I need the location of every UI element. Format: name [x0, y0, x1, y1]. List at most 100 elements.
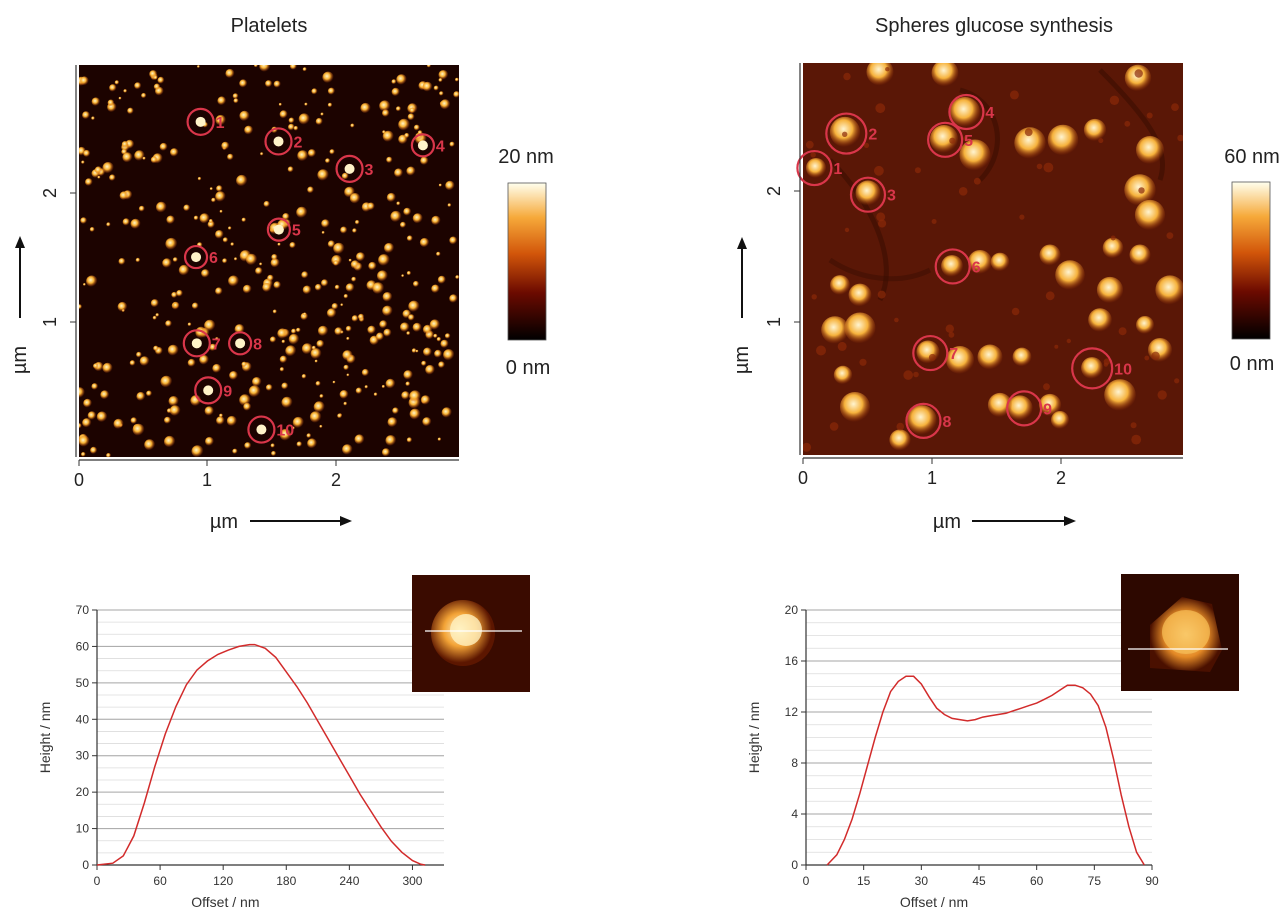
afm-grain: [170, 148, 179, 157]
platelets-colorbar-max: 20 nm: [498, 146, 554, 168]
afm-grain: [433, 333, 438, 339]
afm-grain: [842, 131, 848, 137]
afm-grain: [117, 301, 128, 312]
afm-grain: [361, 368, 370, 377]
afm-grain: [398, 134, 408, 145]
afm-grain: [87, 411, 97, 420]
afm-grain: [1118, 327, 1127, 336]
afm-grain: [243, 402, 252, 411]
afm-grain: [191, 302, 199, 310]
afm-grain: [811, 294, 817, 300]
afm-grain: [262, 282, 272, 293]
afm-grain: [973, 177, 981, 185]
afm-grain: [805, 140, 814, 149]
afm-grain: [279, 355, 288, 364]
particle-marker-label: 4: [985, 105, 994, 122]
afm-grain: [215, 337, 219, 341]
afm-grain: [79, 387, 85, 398]
afm-grain: [1157, 390, 1167, 400]
particle-marker-circle: [948, 93, 985, 131]
particle-marker-label: 6: [209, 250, 218, 267]
afm-grain: [164, 416, 172, 424]
afm-grain: [406, 437, 413, 443]
particle-marker-label: 10: [276, 423, 294, 440]
afm-grain: [301, 374, 307, 379]
afm-grain: [279, 428, 292, 441]
platelets-particle-markers: 1 2 3 4 5 6 7 8 9 10: [182, 107, 445, 444]
platelets-ytick-1: 1: [40, 317, 60, 327]
spheres-x-axis: 0 1 2 µm: [798, 457, 1183, 533]
marked-particle: [256, 424, 267, 435]
afm-grain: [958, 187, 968, 196]
y-tick-label: 30: [76, 749, 90, 763]
afm-grain: [433, 85, 439, 91]
afm-grain: [232, 93, 239, 99]
marked-particle: [203, 385, 214, 396]
afm-grain: [130, 218, 141, 229]
afm-grain: [199, 213, 210, 224]
x-axis-label: Offset / nm: [191, 894, 259, 910]
afm-grain: [931, 219, 937, 224]
afm-grain: [139, 356, 150, 366]
marked-particle: [273, 224, 284, 235]
particle-marker-circle: [912, 334, 949, 372]
afm-grain: [321, 219, 330, 228]
afm-grain: [79, 435, 90, 447]
platelets-xtick-1: 1: [202, 470, 212, 490]
marked-particle: [195, 116, 206, 127]
afm-grain: [153, 75, 158, 80]
afm-grain: [422, 324, 433, 335]
particle-marker-label: 8: [253, 336, 262, 353]
marked-particle: [417, 140, 428, 151]
platelets-profile-inset-image: [412, 575, 530, 692]
spheres-particle-markers: 1 2 3 45 6 7 8 9 10: [796, 93, 1132, 439]
afm-grain: [406, 331, 411, 336]
afm-grain: [317, 325, 329, 337]
afm-grain: [885, 67, 890, 72]
afm-grain: [309, 411, 322, 423]
afm-grain: [153, 83, 161, 91]
afm-grain: [273, 80, 281, 88]
afm-grain: [86, 275, 98, 287]
afm-grain: [79, 76, 89, 86]
afm-sphere: [1014, 127, 1046, 159]
afm-grain: [333, 242, 345, 255]
afm-grain: [315, 381, 321, 387]
afm-grain: [141, 92, 147, 99]
afm-grain: [445, 180, 455, 191]
afm-grain: [271, 450, 277, 457]
afm-grain: [319, 394, 324, 399]
afm-grain: [211, 197, 217, 203]
afm-grain: [91, 383, 99, 390]
spheres-xlabel: µm: [933, 511, 961, 533]
afm-grain: [837, 341, 847, 351]
spheres-height-profile-chart: 0 4 8 12 16 20 0 15 30 45 60 75 90 Offset / nm Height …: [746, 603, 1159, 910]
afm-grain: [340, 226, 348, 234]
afm-grain: [1131, 434, 1142, 445]
spheres-xtick-2: 2: [1056, 468, 1066, 488]
afm-grain: [413, 124, 420, 131]
afm-grain: [431, 284, 440, 294]
afm-grain: [222, 237, 229, 243]
particle-marker-label: 1: [833, 161, 842, 178]
afm-grain: [816, 345, 826, 356]
afm-grain: [291, 328, 297, 334]
afm-sphere: [1102, 237, 1124, 259]
afm-grain: [844, 227, 850, 233]
afm-sphere: [889, 429, 911, 451]
afm-grain: [1146, 112, 1153, 119]
afm-grain: [94, 166, 103, 174]
afm-grain: [156, 201, 167, 213]
afm-grain: [334, 327, 343, 336]
afm-grain: [221, 141, 230, 150]
afm-grain: [412, 213, 423, 224]
afm-grain: [340, 303, 344, 307]
afm-grain: [106, 222, 111, 227]
afm-grain: [401, 274, 405, 278]
afm-grain: [265, 384, 273, 391]
afm-grain: [79, 304, 83, 310]
afm-grain: [327, 240, 336, 248]
y-tick-label: 10: [76, 822, 90, 836]
afm-grain: [1066, 338, 1072, 344]
afm-grain: [320, 112, 324, 116]
